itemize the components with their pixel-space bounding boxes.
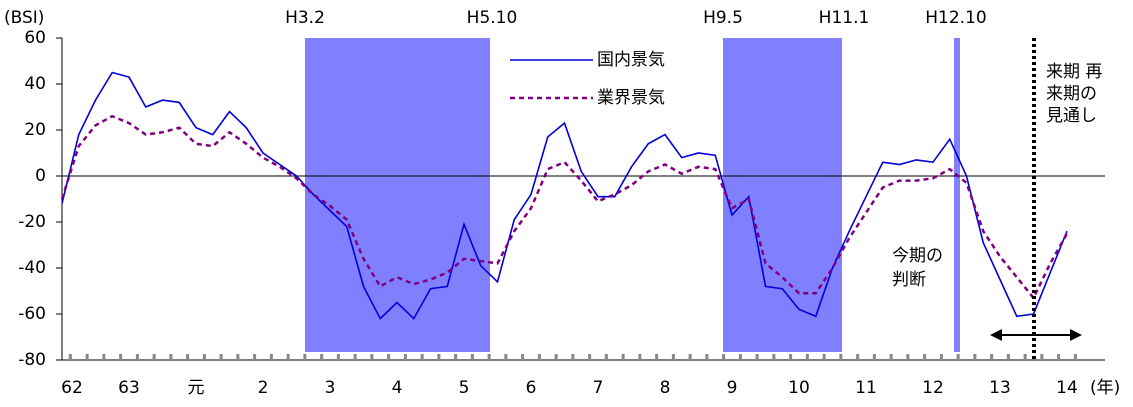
x-tick-label: 8	[660, 378, 671, 398]
band-label: H12.10	[925, 8, 986, 28]
y-tick-label: -20	[18, 212, 46, 232]
x-tick-label: 7	[593, 378, 604, 398]
shaded-band	[723, 38, 842, 352]
band-label: H11.1	[819, 8, 870, 28]
series-line	[60, 114, 1069, 301]
y-tick-label: 60	[24, 28, 46, 48]
x-tick-label: 6	[526, 378, 537, 398]
x-tick-label: 3	[325, 378, 336, 398]
y-tick-label: 0	[35, 166, 46, 186]
outlook-note: 来期 再	[1046, 62, 1102, 82]
band-label: H9.5	[703, 8, 743, 28]
x-tick-label: 元	[188, 378, 205, 398]
x-tick-label: 4	[392, 378, 403, 398]
y-tick-label: 20	[24, 120, 46, 140]
y-tick-label: -80	[18, 350, 46, 370]
x-tick-label: 2	[258, 378, 269, 398]
x-tick-label: 14	[1056, 378, 1078, 398]
y-tick-label: -40	[18, 258, 46, 278]
series-line	[61, 71, 1068, 320]
x-tick-label: 10	[788, 378, 810, 398]
band-label: H5.10	[467, 8, 518, 28]
shaded-band	[305, 38, 490, 352]
x-tick-label: 62	[61, 378, 83, 398]
current-note: 判断	[892, 270, 926, 290]
legend-label: 国内景気	[597, 50, 665, 70]
x-tick-label: 12	[922, 378, 944, 398]
current-note: 今期の	[892, 246, 943, 266]
arrow-head	[1070, 329, 1082, 341]
x-tick-label: 9	[727, 378, 738, 398]
x-unit: (年)	[1090, 378, 1120, 398]
arrow-head	[990, 329, 1002, 341]
legend-label: 業界景気	[597, 88, 665, 108]
x-tick-label: 5	[459, 378, 470, 398]
y-unit: (BSI)	[4, 8, 44, 28]
shaded-band	[954, 38, 960, 352]
y-tick-label: 40	[24, 74, 46, 94]
outlook-note: 来期の	[1046, 84, 1097, 104]
x-tick-label: 11	[855, 378, 877, 398]
outlook-note: 見通し	[1046, 106, 1097, 126]
x-tick-label: 13	[989, 378, 1011, 398]
y-tick-label: -60	[18, 304, 46, 324]
x-tick-label: 63	[118, 378, 140, 398]
band-label: H3.2	[285, 8, 325, 28]
